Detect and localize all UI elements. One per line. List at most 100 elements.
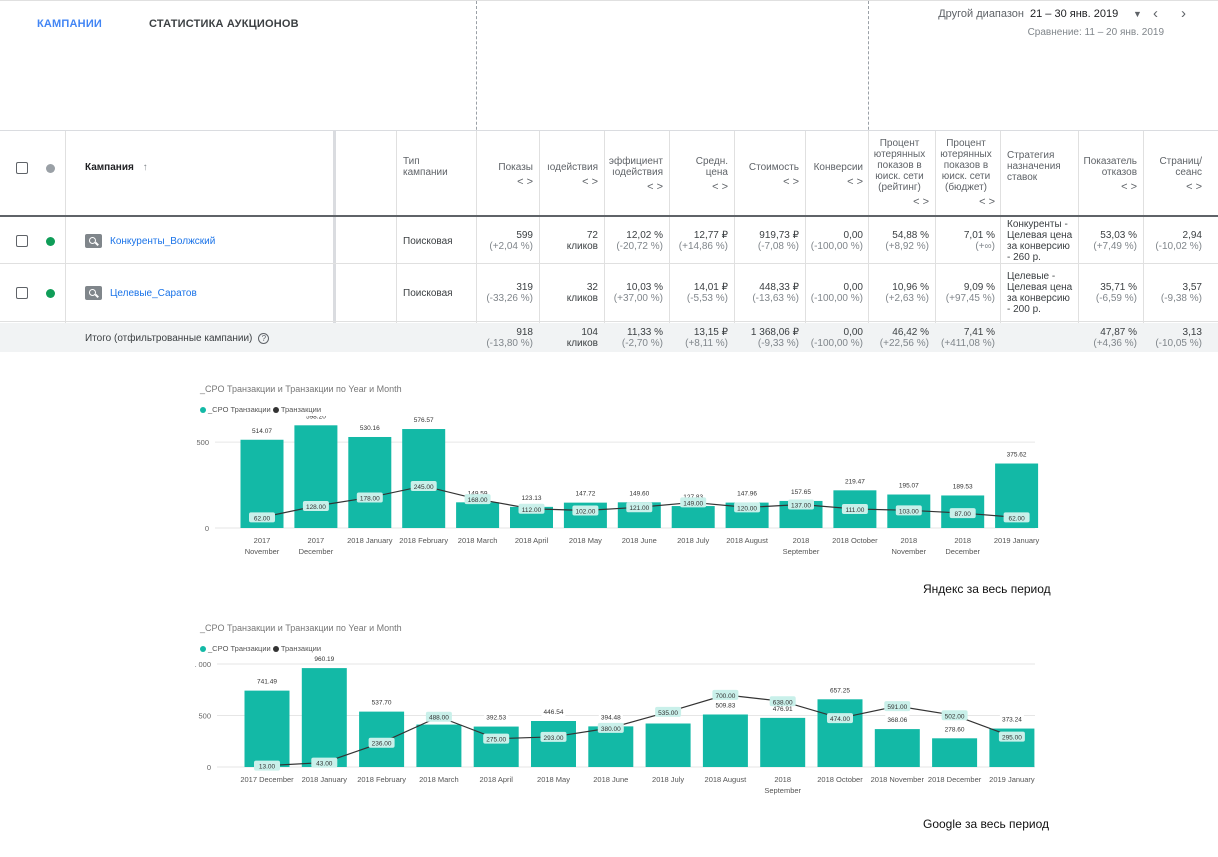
x-tick-label: December (945, 547, 980, 556)
header-bounce-rate[interactable]: Показатель отказов < > (1080, 156, 1137, 193)
sort-icon[interactable]: < > (712, 181, 728, 193)
header-conversions[interactable]: Конверсии < > (807, 162, 863, 188)
header-interactions[interactable]: ıодействия < > (541, 162, 598, 188)
sort-icon[interactable]: < > (913, 196, 929, 208)
line-label: 638.00 (773, 699, 793, 706)
col-resize-handle[interactable] (333, 131, 336, 352)
bar-label: 476.91 (773, 706, 793, 713)
bar-label-bg (598, 711, 623, 722)
cell-avg-price: 14,01 ₽ (-5,53 %) (686, 282, 728, 304)
header-cost[interactable]: Стоимость < > (736, 162, 799, 188)
bar-label: 219.47 (845, 478, 865, 485)
chart-title: _CPO Транзакции и Транзакции по Year и M… (200, 384, 402, 394)
x-tick-label: 2018 April (515, 536, 549, 545)
header-campaign[interactable]: Кампания ↑ (85, 162, 148, 173)
x-tick-label: 2019 January (994, 536, 1040, 545)
x-tick-label: November (891, 547, 926, 556)
line-label: 13.00 (259, 764, 276, 771)
line-label-bg (949, 508, 976, 519)
header-type[interactable]: Тип кампании (403, 156, 448, 178)
x-tick-label: September (783, 547, 820, 556)
x-tick-label: 2018 (774, 775, 791, 784)
x-tick-label: 2018 August (705, 775, 748, 784)
line-label: 293.00 (544, 735, 564, 742)
bar (588, 726, 634, 767)
row-checkbox[interactable] (16, 287, 28, 299)
sort-icon[interactable]: < > (847, 176, 863, 188)
col-sep (396, 131, 397, 352)
dropdown-arrow-icon[interactable]: ▼ (1133, 9, 1142, 19)
header-pages-per-session[interactable]: Страниц/сеанс < > (1145, 156, 1202, 193)
line-label: 275.00 (486, 737, 506, 744)
sort-icon[interactable]: < > (979, 196, 995, 208)
cell-strategy: Конкуренты - Целевая цена за конверсию - 26… (1007, 219, 1073, 263)
x-tick-label: 2018 May (569, 536, 602, 545)
legend-label-transactions: Транзакции (280, 405, 322, 414)
line-label: 62.00 (254, 515, 271, 522)
campaign-link[interactable]: Конкуренты_Волжский (110, 236, 216, 247)
search-campaign-icon (85, 234, 102, 248)
bar-label-bg (255, 675, 279, 686)
x-tick-label: 2018 April (480, 775, 514, 784)
header-lost-budget[interactable]: Процент ютерянных показов в юиск. сети (бюдж… (937, 138, 995, 208)
total-interactions: 104 кликов (566, 327, 598, 349)
sort-icon[interactable]: < > (1186, 181, 1202, 193)
header-lost-rank[interactable]: Процент ютерянных показов в юиск. сети (рейт… (870, 138, 929, 208)
status-dot[interactable] (46, 237, 55, 246)
y-tick-label: 1 000 (195, 660, 211, 669)
chart-title: _CPO Транзакции и Транзакции по Year и M… (200, 623, 402, 633)
line-label: 103.00 (899, 508, 919, 515)
bar-label-bg (369, 696, 394, 707)
chart-legend: _CPO Транзакции Транзакции (200, 644, 321, 653)
header-impressions[interactable]: Показы < > (478, 162, 533, 188)
tab-campaigns[interactable]: КАМПАНИИ (37, 18, 103, 30)
sort-icon[interactable]: < > (647, 181, 663, 193)
legend-swatch-cpo (200, 407, 206, 414)
col-sep (734, 131, 735, 352)
sort-icon[interactable]: < > (1121, 181, 1137, 193)
bar-label-bg (312, 655, 337, 664)
bar (760, 717, 806, 767)
bar (874, 729, 920, 767)
sort-icon[interactable]: < > (517, 176, 533, 188)
status-dot[interactable] (46, 289, 55, 298)
header-avg-price[interactable]: Средн. цена < > (671, 156, 728, 193)
x-tick-label: 2017 (308, 536, 325, 545)
sort-icon[interactable]: < > (783, 176, 799, 188)
x-tick-label: 2018 (954, 536, 971, 545)
x-tick-label: 2018 October (817, 775, 863, 784)
cell-efficiency: 12,02 % (-20,72 %) (616, 230, 663, 252)
bar-label: 147.72 (575, 491, 595, 498)
col-sep (935, 131, 936, 352)
header-strategy[interactable]: Стратегия назначения ставок (1007, 150, 1061, 183)
tab-auction-insights[interactable]: СТАТИСТИКА АУКЦИОНОВ (149, 18, 299, 30)
cell-efficiency: 10,03 % (+37,00 %) (613, 282, 663, 304)
line-label: 474.00 (830, 716, 850, 723)
y-tick-label: 0 (205, 524, 209, 533)
bar (531, 721, 576, 767)
campaign-link[interactable]: Целевые_Саратов (110, 288, 197, 299)
row-checkbox[interactable] (16, 235, 28, 247)
date-range-value[interactable]: 21 – 30 янв. 2019 (1030, 8, 1119, 20)
bar (244, 690, 290, 767)
cell-interactions: 32 кликов (566, 282, 598, 304)
x-tick-label: 2018 July (677, 536, 709, 545)
cell-conversions: 0,00 (-100,00 %) (810, 282, 863, 304)
sort-icon[interactable]: < > (582, 176, 598, 188)
table-row: Целевые_Саратов Поисковая 319 (-33,26 %) … (0, 265, 1218, 322)
header-efficiency[interactable]: эффициент ıодействия < > (606, 156, 663, 193)
bar-label-bg (519, 491, 544, 502)
x-tick-label: 2018 August (726, 536, 769, 545)
sort-arrow-icon[interactable]: ↑ (142, 162, 148, 173)
chart-caption: Google за весь период (923, 817, 1049, 831)
ads-panel: КАМПАНИИ СТАТИСТИКА АУКЦИОНОВ Другой диа… (0, 0, 1218, 352)
bar-label: 741.49 (257, 679, 277, 686)
col-sep (539, 131, 540, 352)
line-label-bg (626, 502, 653, 513)
chevron-left-icon[interactable]: ‹ (1153, 5, 1158, 22)
bar-label: 394.48 (601, 714, 621, 721)
line-label-bg (1003, 512, 1030, 523)
help-icon[interactable]: ? (258, 333, 270, 344)
chevron-right-icon[interactable]: › (1181, 5, 1186, 22)
select-all-checkbox[interactable] (16, 162, 28, 174)
